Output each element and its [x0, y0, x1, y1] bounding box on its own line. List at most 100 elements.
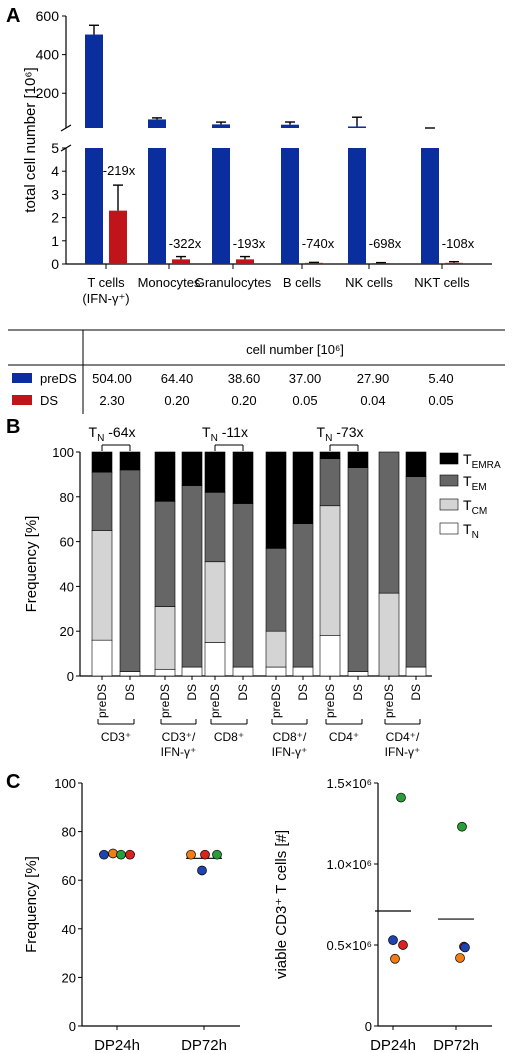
bar-preDS-upper	[212, 124, 230, 128]
data-point-blue	[99, 849, 109, 860]
y-axis-title: Frequency [%]	[23, 516, 40, 613]
tn-fold-annotation-main: T	[89, 424, 98, 440]
stack-segment-T_CM	[319, 505, 341, 636]
group-label: IFN-γ⁺	[161, 745, 197, 759]
table-header: cell number [10⁶]	[246, 342, 344, 357]
legend-label-T_EM-sub: EM	[472, 482, 487, 493]
stack-segment-T_EM	[181, 485, 203, 668]
stack-segment-T_EM	[204, 492, 226, 563]
stack-segment-T_N	[181, 666, 203, 677]
group-label: CD4⁺/	[386, 730, 420, 744]
bar-label: DS	[351, 684, 365, 701]
panel-c-frequency-scatter: 0 20 40 60 80 100 Frequency [%] DP24h DP72h	[23, 776, 240, 1053]
tn-fold-annotation-sub: N	[97, 433, 104, 444]
stack-segment-T_CM	[378, 592, 400, 677]
stack-segment-T_CM	[91, 530, 113, 641]
stack-segment-T_N	[292, 666, 314, 677]
bar-label: preDS	[95, 684, 109, 718]
stack-segment-T_EMRA	[154, 451, 176, 502]
category-label: T cells	[87, 275, 125, 290]
y-tick-label-lower: 5	[51, 140, 59, 156]
y-tick-label: 60	[62, 873, 76, 888]
category-label: Granulocytes	[195, 275, 272, 290]
panel-label-b: B	[6, 416, 20, 438]
panel-a-bar-chart: 200 400 600 0 1 2 3 4 5 total cell number [10⁶] -2…	[22, 8, 492, 306]
legend-swatch-T_EMRA	[439, 452, 459, 465]
y-tick-label: 0	[69, 1019, 76, 1034]
bar-preDS-upper	[348, 126, 366, 128]
stack-segment-T_EMRA	[119, 451, 141, 471]
data-point-green	[396, 792, 406, 803]
panel-b-stacked-bar-chart: 0 20 40 60 80 100 Frequency [%] preDS DS preDS DS p…	[23, 424, 501, 759]
tn-fold-annotation-main: T	[202, 424, 211, 440]
stack-segment-T_EM	[232, 503, 254, 668]
data-point-orange	[455, 953, 465, 963]
stack-segment-T_EMRA	[347, 451, 369, 468]
stack-segment-T_EMRA	[232, 451, 254, 504]
y-tick-label: 80	[62, 825, 76, 840]
y-tick-label: 20	[60, 624, 74, 639]
legend-label-T_EM-main: T	[463, 473, 472, 489]
legend-label-T_EMRA-sub: EMRA	[472, 460, 501, 471]
fold-change-label: -108x	[442, 236, 475, 251]
stack-segment-T_EMRA	[181, 451, 203, 486]
stack-segment-T_N	[265, 666, 287, 677]
data-point-orange	[108, 848, 118, 859]
y-tick-label-lower: 1	[51, 233, 59, 249]
bar-preDS-lower	[281, 148, 299, 264]
bar-DS	[305, 262, 323, 264]
legend-swatch-T_N	[439, 522, 459, 535]
table-cell: 38.60	[228, 371, 261, 386]
stack-segment-T_N	[405, 666, 427, 677]
stack-segment-T_EMRA	[91, 451, 113, 473]
bar-label: DS	[123, 684, 137, 701]
stack-segment-T_CM	[154, 606, 176, 670]
axis-break-mark-1	[60, 124, 72, 132]
data-point-orange	[390, 953, 400, 964]
group-label: CD8⁺/	[273, 730, 307, 744]
stack-segment-T_N	[154, 668, 176, 677]
table-cell: 0.04	[360, 393, 385, 408]
fold-change-label: -322x	[169, 236, 202, 251]
legend-label-T_CM: TCM	[463, 497, 487, 517]
data-point-blue	[388, 935, 398, 945]
bar-label: preDS	[269, 684, 283, 718]
table-cell: 27.90	[357, 371, 390, 386]
y-tick-label-lower: 4	[51, 163, 59, 179]
data-point-green	[212, 849, 222, 860]
data-point-green	[457, 821, 467, 832]
bar-label: preDS	[208, 684, 222, 718]
y-tick-label-upper: 600	[36, 8, 60, 24]
legend-swatch-preDS	[12, 373, 32, 383]
y-tick-label: 80	[60, 490, 74, 505]
fold-change-label: -219x	[103, 163, 136, 178]
legend-label-T_EM: TEM	[463, 473, 487, 493]
legend-label-T_N-main: T	[463, 521, 472, 537]
bar-label: DS	[185, 684, 199, 701]
data-point-red	[200, 849, 210, 860]
bar-label: preDS	[382, 684, 396, 718]
y-tick-label: 0	[365, 1019, 372, 1034]
y-tick-label: 40	[60, 579, 74, 594]
stack-segment-T_EMRA	[292, 451, 314, 524]
data-point-green	[116, 849, 126, 860]
bar-preDS-upper	[85, 34, 103, 128]
table-row-label: DS	[40, 393, 58, 408]
group-label: CD3⁺	[101, 730, 131, 744]
stack-segment-T_EMRA	[204, 451, 226, 493]
tn-fold-annotation-main: T	[317, 424, 326, 440]
legend-label-T_EMRA: TEMRA	[463, 451, 501, 471]
stack-segment-T_EM	[347, 467, 369, 672]
data-point-red	[125, 849, 135, 860]
stack-segment-T_EM	[119, 469, 141, 672]
table-cell: 64.40	[161, 371, 194, 386]
stack-segment-T_EM	[154, 500, 176, 607]
legend-swatch-DS	[12, 395, 32, 405]
stack-segment-T_EM	[265, 548, 287, 632]
stack-segment-T_CM	[265, 630, 287, 668]
stack-segment-T_N	[232, 666, 254, 677]
bar-preDS-upper	[148, 119, 166, 128]
tn-fold-annotation-rest: -11x	[218, 424, 248, 440]
y-tick-label: 40	[62, 922, 76, 937]
stack-segment-T_N	[319, 635, 341, 677]
